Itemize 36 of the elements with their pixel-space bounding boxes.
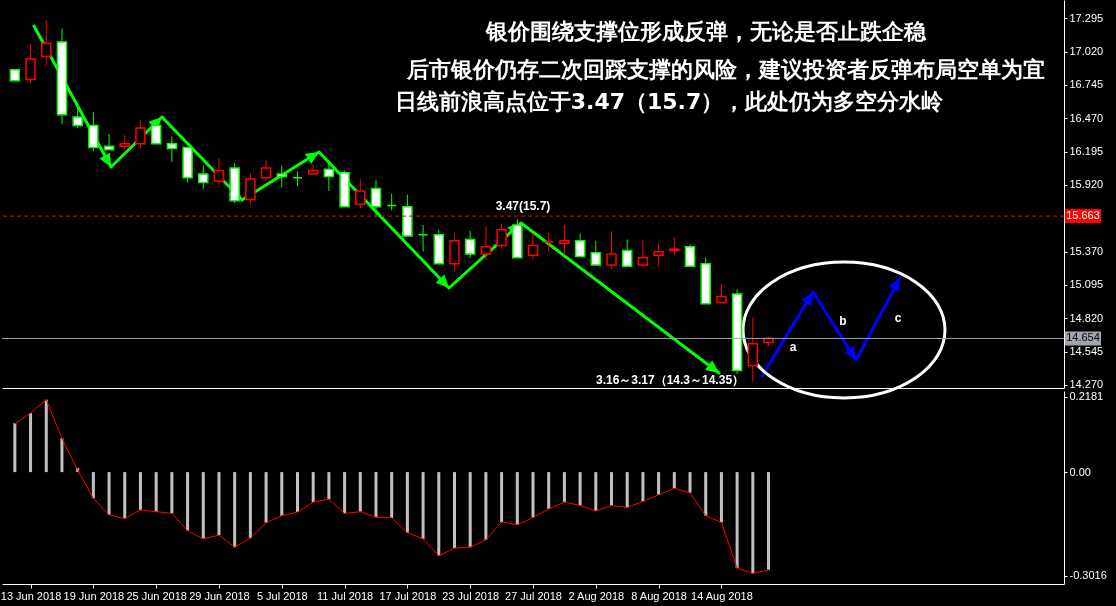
x-tick-label: 25 Jun 2018 — [126, 589, 187, 602]
ref-line-label: 15.663 — [1066, 209, 1100, 222]
x-tick-label: 2 Aug 2018 — [568, 589, 625, 602]
x-tick-label: 29 Jun 2018 — [189, 589, 250, 602]
x-tick-label: 19 Jun 2018 — [63, 589, 125, 602]
y-tick-label: 14.820 — [1069, 311, 1104, 324]
annotation: 3.47(15.7) — [495, 199, 551, 213]
x-tick-label: 11 Jul 2018 — [317, 589, 374, 602]
ref-line-label: 14.654 — [1066, 331, 1100, 344]
y-tick-label: 0.00 — [1069, 465, 1091, 478]
x-tick-label: 5 Jul 2018 — [256, 589, 308, 602]
y-tick-label: 15.095 — [1069, 278, 1104, 291]
text: 银价围绕支撑位形成反弹，无论是否止跌企稳 — [485, 19, 927, 44]
y-tick-label: 15.370 — [1069, 245, 1104, 258]
annotation: 日线前浪高点位于3.47（15.7），此处仍为多空分水岭 — [394, 89, 945, 114]
y-tick-label: 14.545 — [1069, 345, 1104, 358]
y-tick-label: -0.3016 — [1069, 569, 1107, 582]
annotation: b — [839, 314, 847, 328]
y-tick-label: 16.745 — [1069, 78, 1104, 91]
x-tick-label: 8 Aug 2018 — [631, 589, 687, 602]
x-tick-label: 27 Jul 2018 — [505, 589, 562, 602]
annotation: c — [894, 311, 902, 325]
y-tick-label: 16.470 — [1069, 111, 1104, 124]
x-tick-label: 23 Jul 2018 — [442, 589, 500, 602]
annotation: 3.16～3.17（14.3～14.35） — [595, 373, 745, 387]
text: 后市银价仍存二次回踩支撑的风险，建议投资者反弹布局空单为宜 — [406, 57, 1045, 82]
y-tick-label: 15.920 — [1069, 178, 1104, 191]
x-tick-label: 17 Jul 2018 — [379, 589, 437, 602]
y-tick-label: 0.2181 — [1069, 390, 1104, 403]
y-tick-label: 14.270 — [1069, 378, 1104, 391]
y-tick-label: 16.195 — [1069, 145, 1104, 158]
x-tick-label: 14 Aug 2018 — [691, 589, 753, 602]
y-tick-label: 17.295 — [1069, 11, 1104, 24]
x-tick-label: 13 Jun 2018 — [0, 589, 62, 602]
annotation: a — [789, 340, 797, 354]
y-tick-label: 17.020 — [1069, 45, 1104, 58]
